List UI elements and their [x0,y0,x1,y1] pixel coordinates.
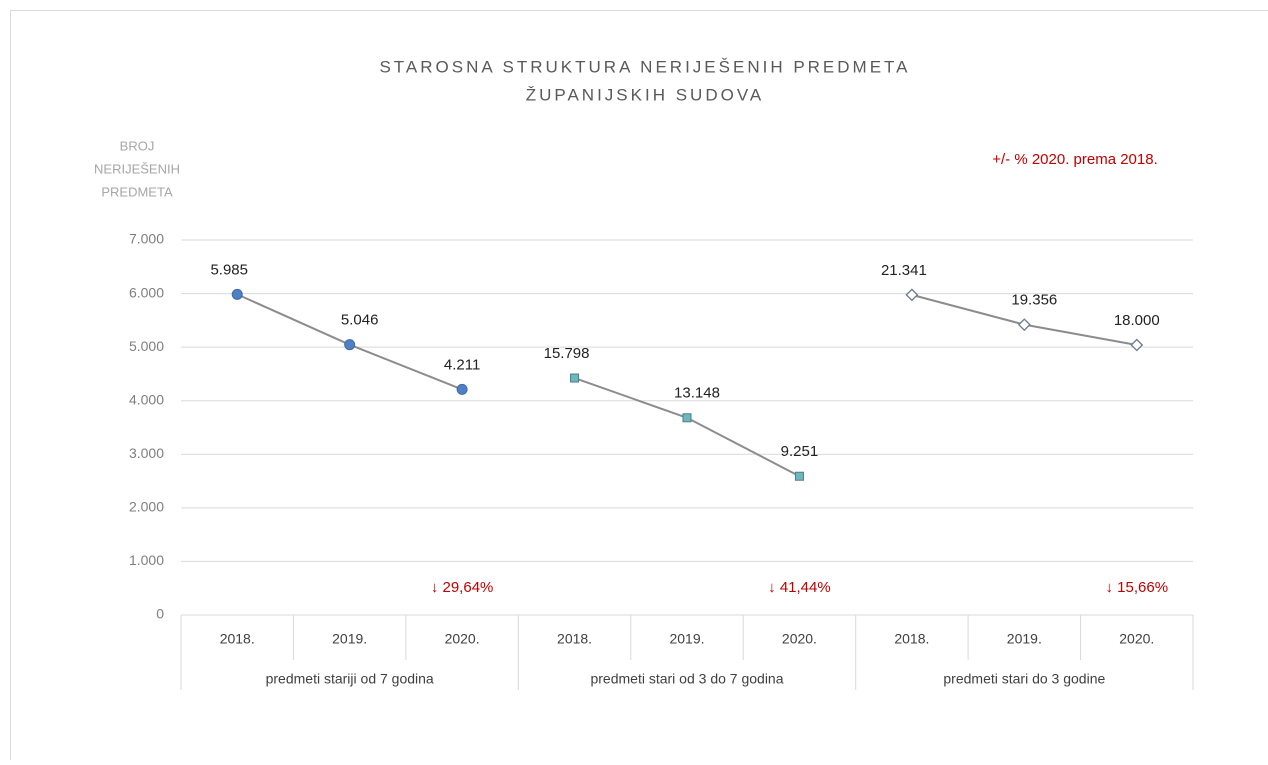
y-tick-label: 2.000 [129,499,164,515]
x-tick-label: 2020. [445,631,480,647]
y-tick-label: 6.000 [129,284,164,300]
y-tick-label: 5.000 [129,338,164,354]
marker [1131,340,1142,351]
marker [345,340,355,350]
marker [683,414,691,422]
x-tick-label: 2020. [782,631,817,647]
x-tick-label: 2018. [220,631,255,647]
x-tick-label: 2019. [669,631,704,647]
chart-frame [11,11,1268,761]
data-label: 18.000 [1114,312,1160,329]
x-tick-label: 2018. [557,631,592,647]
marker [457,384,467,394]
y-tick-label: 1.000 [129,552,164,568]
x-tick-label: 2020. [1119,631,1154,647]
data-label: 19.356 [1011,292,1057,309]
marker [232,289,242,299]
y-tick-label: 7.000 [129,231,164,247]
data-label: 9.251 [781,443,819,460]
data-label: 15.798 [544,345,590,362]
data-label: 4.211 [444,356,480,373]
data-label: 5.985 [210,261,248,278]
y-axis-title: BROJ [120,138,155,153]
note: +/- % 2020. prema 2018. [992,151,1158,168]
group-label: predmeti stari od 3 do 7 godina [590,671,783,687]
y-tick-label: 3.000 [129,445,164,461]
marker [1019,319,1030,330]
group-label: predmeti stari do 3 godine [943,671,1105,687]
data-label: 21.341 [881,262,927,279]
x-tick-label: 2019. [1007,631,1042,647]
marker [571,374,579,382]
x-tick-label: 2018. [894,631,929,647]
y-tick-label: 0 [156,606,164,622]
y-axis-title: PREDMETA [101,184,173,199]
chart-title: ŽUPANIJSKIH SUDOVA [526,85,765,104]
y-tick-label: 4.000 [129,391,164,407]
data-label: 5.046 [341,312,379,329]
change-label: ↓ 29,64% [431,579,494,596]
group-label: predmeti stariji od 7 godina [266,671,434,687]
chart-title: STAROSNA STRUKTURA NERIJEŠENIH PREDMETA [379,57,910,76]
data-label: 13.148 [674,385,720,402]
marker [906,289,917,300]
marker [795,472,803,480]
y-axis-title: NERIJEŠENIH [94,161,180,176]
change-label: ↓ 15,66% [1106,579,1169,596]
change-label: ↓ 41,44% [768,579,831,596]
x-tick-label: 2019. [332,631,367,647]
